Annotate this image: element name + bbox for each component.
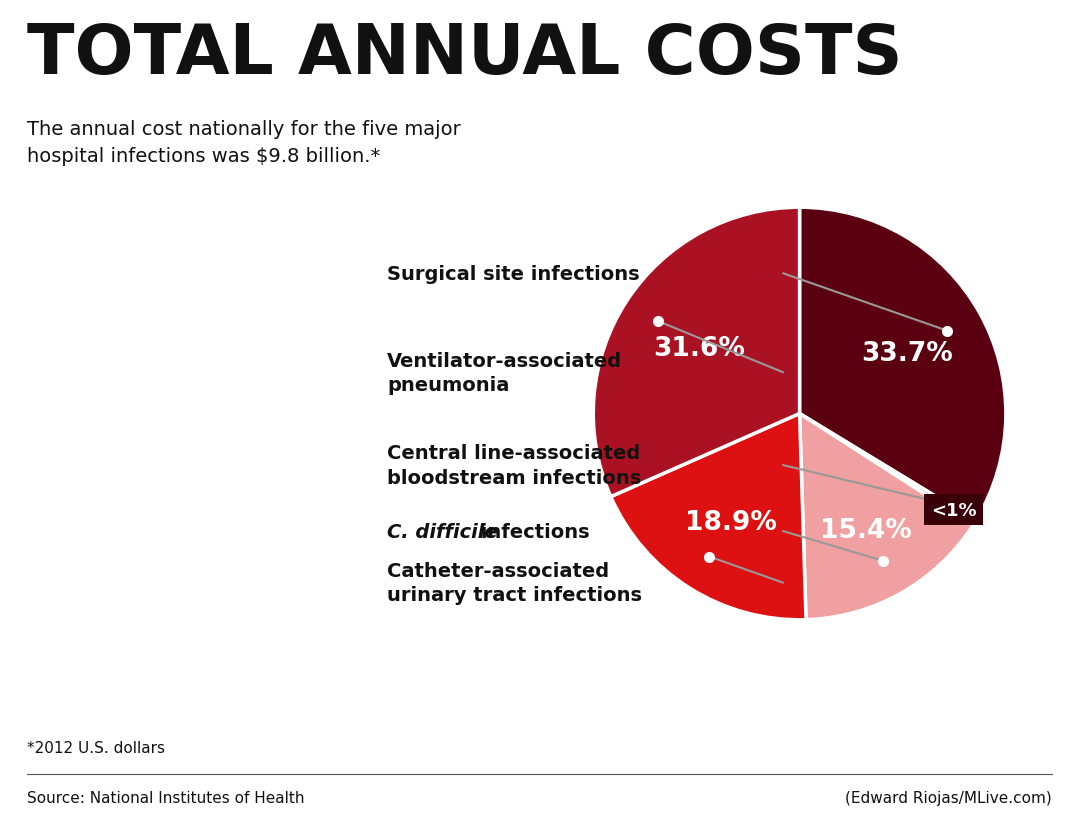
- Wedge shape: [611, 414, 806, 620]
- Text: Catheter-associated
urinary tract infections: Catheter-associated urinary tract infect…: [387, 561, 642, 604]
- Text: The annual cost nationally for the five major
hospital infections was $9.8 billi: The annual cost nationally for the five …: [27, 120, 461, 166]
- Text: Ventilator-associated
pneumonia: Ventilator-associated pneumonia: [387, 351, 623, 394]
- Text: Surgical site infections: Surgical site infections: [387, 264, 640, 283]
- Wedge shape: [593, 208, 800, 497]
- Wedge shape: [800, 208, 1006, 521]
- Text: (Edward Riojas/MLive.com): (Edward Riojas/MLive.com): [845, 790, 1052, 805]
- Text: 31.6%: 31.6%: [654, 335, 746, 362]
- Wedge shape: [800, 414, 975, 526]
- Text: infections: infections: [474, 522, 589, 541]
- Text: *2012 U.S. dollars: *2012 U.S. dollars: [27, 740, 165, 755]
- Text: Central line-associated
bloodstream infections: Central line-associated bloodstream infe…: [387, 444, 641, 487]
- Text: <1%: <1%: [930, 501, 976, 519]
- Text: 33.7%: 33.7%: [862, 340, 954, 367]
- Wedge shape: [800, 414, 973, 620]
- Text: Source: National Institutes of Health: Source: National Institutes of Health: [27, 790, 304, 805]
- Text: 18.9%: 18.9%: [685, 509, 777, 535]
- Text: TOTAL ANNUAL COSTS: TOTAL ANNUAL COSTS: [27, 21, 903, 88]
- Text: 15.4%: 15.4%: [820, 518, 912, 543]
- Text: C. difficile: C. difficile: [387, 522, 497, 541]
